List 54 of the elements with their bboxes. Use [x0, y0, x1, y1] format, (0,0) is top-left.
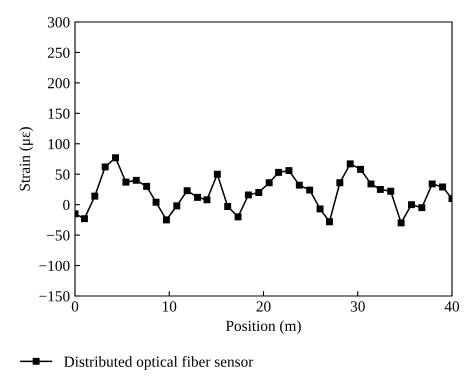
y-tick-label: −50 [47, 230, 70, 241]
point [173, 202, 180, 210]
point [102, 163, 109, 170]
point [91, 192, 98, 200]
y-tick-label: −150 [39, 291, 70, 302]
point [336, 179, 344, 186]
point [112, 154, 119, 162]
point [266, 179, 273, 186]
y-tick-label: −100 [39, 260, 70, 272]
x-tick-label: 0 [72, 301, 78, 312]
x-tick-label: 40 [444, 301, 460, 312]
point [316, 205, 324, 212]
point [234, 213, 242, 220]
point [418, 204, 426, 212]
point [306, 186, 314, 194]
point [387, 188, 394, 195]
x-tick-label: 30 [350, 301, 365, 312]
point [132, 176, 140, 184]
point [162, 216, 170, 224]
point [296, 182, 303, 189]
y-tick-label: 50 [56, 169, 70, 180]
x-tick-label: 10 [162, 301, 176, 312]
point [224, 203, 232, 210]
point [326, 218, 333, 226]
point [152, 198, 160, 206]
y-tick-label: 300 [48, 17, 70, 28]
y-tick-label: 150 [48, 108, 70, 119]
point [184, 187, 191, 194]
point [244, 191, 252, 198]
point [255, 189, 262, 196]
point [346, 160, 354, 168]
legend-label: Distributed optical fiber sensor [64, 356, 254, 370]
point [439, 184, 446, 190]
point [357, 166, 364, 173]
point [214, 170, 221, 178]
point [398, 219, 405, 226]
point [428, 180, 436, 188]
point [285, 167, 292, 174]
y-axis-title: Strain (με) [19, 127, 34, 191]
y-tick-label: 0 [63, 200, 70, 210]
point [367, 180, 374, 188]
point [80, 215, 88, 222]
y-tick-label: 250 [48, 48, 70, 58]
x-axis-title: Position (m) [226, 320, 301, 334]
point [194, 194, 201, 201]
point [122, 178, 130, 186]
point [408, 201, 415, 208]
point [143, 182, 150, 190]
point [275, 168, 282, 176]
y-tick-label: 100 [48, 138, 70, 150]
x-tick-label: 20 [256, 301, 271, 312]
y-tick-label: 200 [48, 78, 70, 88]
point [376, 186, 384, 193]
point [203, 196, 210, 204]
